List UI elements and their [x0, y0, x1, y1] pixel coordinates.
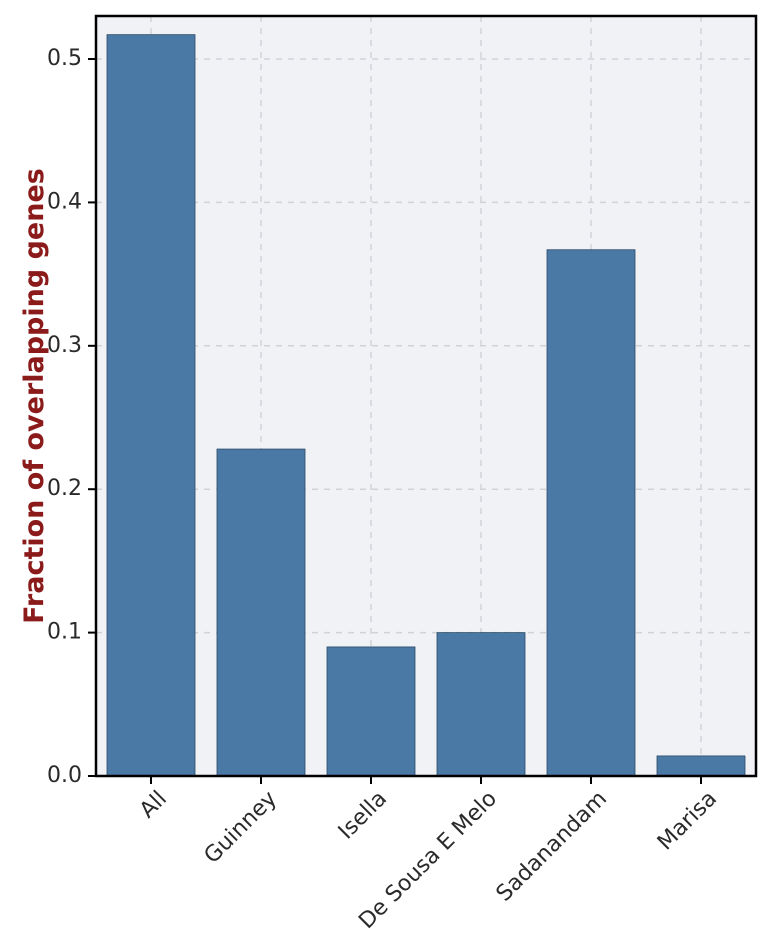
bar — [547, 250, 635, 776]
y-tick-label: 0.4 — [47, 189, 82, 214]
y-tick-label: 0.2 — [47, 476, 82, 501]
y-tick-label: 0.1 — [47, 620, 82, 645]
y-tick-label: 0.5 — [47, 46, 82, 71]
y-axis-label: Fraction of overlapping genes — [19, 168, 50, 624]
y-tick-label: 0.3 — [47, 333, 82, 358]
bar — [107, 35, 195, 776]
bar-chart: 0.00.10.20.30.40.5AllGuinneyIsellaDe Sou… — [0, 0, 776, 929]
y-tick-label: 0.0 — [47, 763, 82, 788]
bar-chart-container: 0.00.10.20.30.40.5AllGuinneyIsellaDe Sou… — [0, 0, 776, 929]
bar — [327, 647, 415, 776]
bar — [657, 756, 745, 776]
bar — [437, 633, 525, 776]
bar — [217, 449, 305, 776]
